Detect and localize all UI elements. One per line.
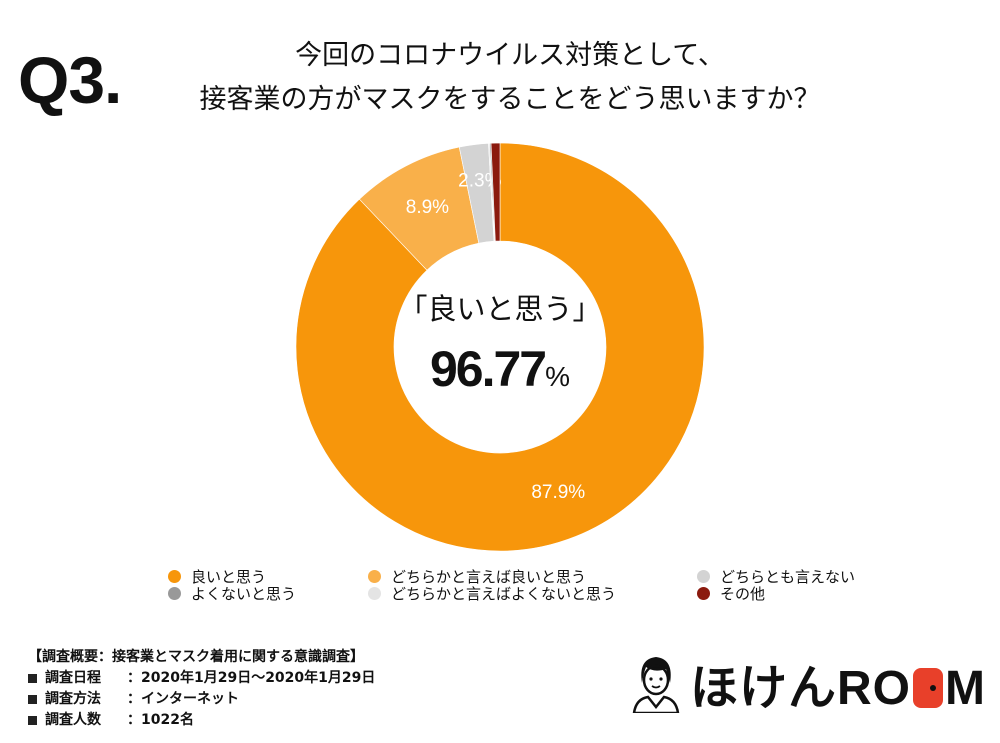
legend-item: よくないと思う	[168, 583, 296, 604]
legend-item: どちらかと言えば良いと思う	[368, 566, 586, 587]
survey-row-label: 調査方法	[45, 691, 101, 707]
legend-item: 良いと思う	[168, 566, 266, 587]
legend-dot-icon	[168, 587, 181, 600]
bullet-square-icon	[28, 694, 37, 704]
legend-dot-icon	[368, 570, 381, 583]
legend-item: どちらとも言えない	[697, 566, 855, 587]
survey-row: 調査人数 ：1022名	[28, 709, 194, 729]
center-value: 96.77%	[380, 340, 620, 398]
survey-row: 調査日程 ：2020年1月29日〜2020年1月29日	[28, 667, 375, 687]
person-avatar-icon	[632, 657, 680, 713]
center-value-number: 96.77	[429, 341, 547, 397]
survey-row-label: 調査人数	[45, 712, 101, 728]
title-line-2: 接客業の方がマスクをすることをどう思いますか？	[199, 84, 821, 115]
title-line-1: 今回のコロナウイルス対策として、	[295, 40, 725, 71]
legend-item: その他	[697, 583, 765, 604]
legend-label: その他	[720, 585, 766, 603]
legend-item: どちらかと言えばよくないと思う	[368, 583, 616, 604]
brand-logo: ほけんRO M	[632, 648, 986, 718]
survey-row-label: 調査日程	[45, 670, 101, 686]
data-label: 87.9%	[531, 482, 585, 503]
bullet-square-icon	[28, 715, 37, 725]
bullet-square-icon	[28, 673, 37, 683]
logo-text: ほけんRO M	[690, 662, 986, 715]
survey-row-value: ：1022名	[127, 712, 194, 728]
center-label: 「良いと思う」	[398, 292, 602, 326]
legend-label: どちらかと言えばよくないと思う	[391, 585, 617, 603]
legend-dot-icon	[697, 570, 710, 583]
donut-slice-6	[490, 142, 501, 242]
survey-row-value: ：2020年1月29日〜2020年1月29日	[127, 670, 376, 686]
question-number: Q3.	[18, 43, 122, 117]
legend-dot-icon	[368, 587, 381, 600]
survey-row: 調査方法 ：インターネット	[28, 688, 239, 708]
legend-label: よくないと思う	[191, 585, 297, 603]
legend-label: どちらとも言えない	[720, 568, 856, 586]
legend-label: どちらかと言えば良いと思う	[391, 568, 587, 586]
legend-label: 良いと思う	[191, 568, 267, 586]
data-label: 8.9%	[406, 197, 449, 218]
donut-slice-1	[295, 142, 705, 552]
survey-row-value: ：インターネット	[127, 691, 239, 707]
survey-heading: 【調査概要：接客業とマスク着用に関する意識調査】	[28, 649, 364, 665]
legend-dot-icon	[168, 570, 181, 583]
center-value-unit: %	[545, 361, 571, 392]
legend-dot-icon	[697, 587, 710, 600]
